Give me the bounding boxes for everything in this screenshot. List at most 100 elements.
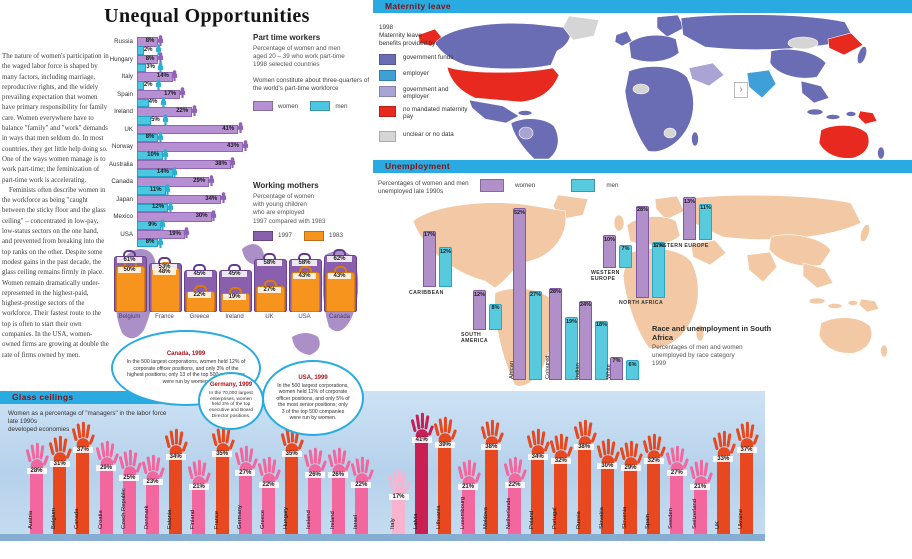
country-label: Mexico [113,213,133,220]
country-label: USA [298,314,311,320]
section-subtitle: Percentage of women with young children … [253,193,326,225]
legend-men-swatch [310,101,331,112]
value-label: 25% [119,474,140,481]
country-label: Greece [189,314,210,320]
country-label: Ireland [225,314,244,320]
part-time-workers-chart: Russia 8% 2% Hungary 8% 3% Italy 14% 2% Spain 17% 4… [95,34,355,249]
briefcase-handle-1983 [194,284,207,292]
legend-item: unclear or no data [379,130,479,142]
value-label: 21% [188,484,209,491]
person-icon [155,44,162,55]
country-label: Slovakia [598,507,605,529]
country-label: Switzerland [691,499,698,529]
maternity-legend-rows: government funds employer government and e… [379,53,479,142]
arm-bar [146,479,159,534]
bar-women-coloured [549,287,562,380]
person-icon [229,157,236,168]
bar-value-women: 29% [193,178,206,184]
bar-value-men: 4% [148,99,158,105]
country-label: Japan [116,195,133,203]
race-label: African [509,360,515,379]
legend-1983-swatch [304,230,325,241]
country-label: Spain [645,514,652,529]
bar-value-men-coloured: 19% [565,318,577,325]
section-subtitle: Percentages of men and women unemployed … [652,344,743,368]
bar-men [137,46,144,55]
country-label: Russia [114,38,133,45]
legend-women-swatch [253,101,273,112]
value-1997: 45% [222,271,247,278]
speech-bubble-usa: USA, 1999 In the 500 largest corporation… [262,360,364,436]
map-scroll-next-button[interactable]: › [734,82,748,98]
legend-item: employer [379,69,479,81]
value-label: 37% [736,446,757,453]
legend-label: employer [403,69,429,77]
sa-race-info: Race and unemployment in South Africa Pe… [652,324,774,369]
value-label: 29% [96,465,117,472]
briefcase-handle-1997 [263,252,276,260]
arm-bar [169,454,183,534]
region-label: NORTH AFRICA [619,300,664,306]
arm-bar [53,461,67,534]
legend-label: no mandated maternity pay [403,105,468,121]
bar-women-indian [579,300,592,380]
country-label: Finland [190,509,197,529]
value-1997: 61% [117,257,142,264]
legend-item: government funds [379,53,479,65]
country-label: Luxembourg [459,496,466,529]
bubble-text: In the 70,000 largest enterprises, women… [209,390,253,419]
value-label: 21% [690,484,711,491]
working-mothers-info: Working mothers Percentage of women with… [253,181,365,241]
legend-item: government and employer [379,85,479,101]
bar-value-women: 34% [205,195,218,202]
bar-value-men-african: 27% [529,292,541,299]
legend-label: unclear or no data [403,130,454,138]
briefcase-handle-1983 [334,266,347,274]
region-label: CARIBBEAN [409,290,444,296]
briefcase-handle-1997 [228,264,241,272]
value-1997: 58% [292,259,317,266]
bar-value-women-south-america: 12% [473,291,485,298]
country-label: Canada [74,508,81,529]
glass-ceilings-chart: Austria 28% Belgium 31% Canada 37% Croatia 29% C… [0,391,765,541]
person-icon [157,52,164,63]
bubble-text: In the 500 largest corporations, women h… [126,359,246,385]
bar-men [137,116,152,125]
country-label: Latvia [413,513,420,529]
legend-1983-label: 1983 [329,232,344,240]
person-icon [164,184,171,195]
country-label: Germany [236,505,243,529]
country-label: Austria [28,510,34,529]
value-1983: 48% [153,268,176,275]
bar-value-men: 12% [152,204,165,210]
bar-value-men-north-africa: 17% [652,243,664,250]
value-label: 38% [574,444,595,451]
value-label: 22% [258,481,279,488]
value-1983: 43% [293,273,316,280]
legend: women men [480,179,631,192]
country-label: Estonia [167,509,174,529]
bar-men-white [626,360,639,380]
bar-value-women-western-europe: 10% [603,236,615,243]
bar-value-women: 41% [222,125,235,132]
person-icon [179,87,186,98]
bar-value-women-african: 52% [513,209,525,216]
arm-bar [238,470,252,534]
person-icon [157,131,164,143]
country-label: Italy [121,73,133,80]
glass-ceilings-panel: Glass ceilings Women as a percentage of … [0,391,765,541]
person-icon [159,219,166,230]
arm-bar [647,458,661,534]
bar-value-men: 8% [145,134,155,140]
person-icon [162,149,169,160]
value-label: 28% [26,467,47,474]
bar-value-men: 5% [151,116,160,123]
person-icon [242,139,249,151]
arm-bar [600,463,614,534]
value-label: 38% [481,444,502,451]
value-label: 39% [434,441,455,448]
country-label: Spain [117,90,133,98]
bar-value-women: 14% [156,73,169,79]
bar-value-women: 38% [214,160,227,167]
race-label: Coloured [545,355,551,379]
